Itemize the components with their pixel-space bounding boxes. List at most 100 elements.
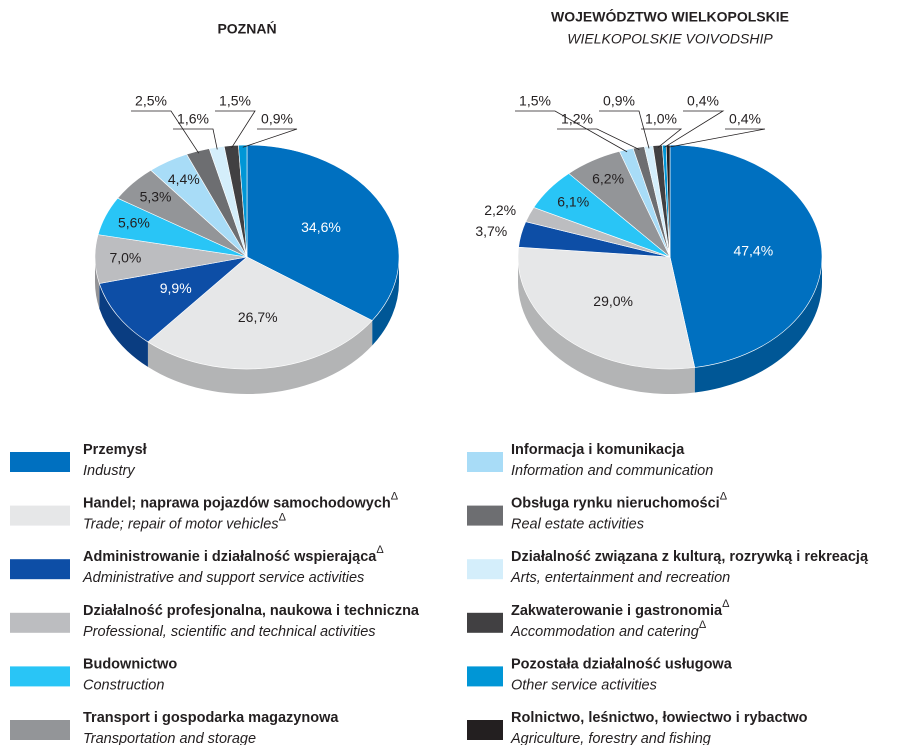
legend-text: Real estate activities xyxy=(511,516,644,532)
legend-text: Pozostała działalność usługowa xyxy=(511,656,733,672)
slice xyxy=(98,256,249,343)
legend-text: Administrowanie i działalność wspierając… xyxy=(83,549,377,565)
value-label: 0,4% xyxy=(687,93,719,109)
legend-swatch xyxy=(10,559,70,580)
chart-title: POZNAŃ xyxy=(217,21,276,37)
value-label: 0,4% xyxy=(729,111,761,127)
legend-text: Informacja i komunikacja xyxy=(511,442,685,458)
legend-swatch xyxy=(467,666,503,687)
legend-text: Agriculture, forestry and fishing xyxy=(510,731,711,745)
legend-text: Trade; repair of motor vehicles xyxy=(83,516,279,532)
leader-line xyxy=(131,110,200,154)
legend-label: Accommodation and cateringΔ xyxy=(510,619,707,640)
value-label: 1,5% xyxy=(219,93,251,109)
value-label: 6,1% xyxy=(557,193,589,209)
legend-swatch xyxy=(10,720,70,740)
slice-side xyxy=(372,257,399,346)
legend-text: Obsługa rynku nieruchomości xyxy=(511,495,720,511)
legend-swatch xyxy=(467,559,503,580)
value-label: 1,0% xyxy=(645,111,677,127)
legend-note-mark: Δ xyxy=(699,619,707,631)
legend-label: Arts, entertainment and recreation xyxy=(510,570,730,586)
legend-text: Transport i gospodarka magazynowa xyxy=(83,710,339,726)
legend-text: Professional, scientific and technical a… xyxy=(83,624,376,640)
leader-line xyxy=(215,110,256,149)
leader-line xyxy=(173,128,218,150)
legend-text: Zakwaterowanie i gastronomia xyxy=(511,603,723,619)
slice-side xyxy=(694,257,822,393)
legend-label: Administrowanie i działalność wspierając… xyxy=(83,544,384,565)
legend-label: Administrative and support service activ… xyxy=(82,570,364,586)
legend-text: Information and communication xyxy=(511,463,713,479)
legend-label: Agriculture, forestry and fishing xyxy=(510,731,711,745)
leader-line xyxy=(242,128,298,148)
legend-note-mark: Δ xyxy=(720,491,728,503)
slice xyxy=(246,144,400,321)
legend-label: Rolnictwo, leśnictwo, łowiectwo i rybact… xyxy=(511,710,808,726)
chart-title: WOJEWÓDZTWO WIELKOPOLSKIE xyxy=(551,8,789,25)
legend-label: Real estate activities xyxy=(511,516,644,532)
value-label: 1,2% xyxy=(561,111,593,127)
legend-label: Obsługa rynku nieruchomościΔ xyxy=(511,491,728,512)
legend-note-mark: Δ xyxy=(376,544,384,556)
leader-line xyxy=(641,128,683,148)
value-label: 7,0% xyxy=(109,249,141,265)
value-label: 6,2% xyxy=(592,171,624,187)
legend-label: Informacja i komunikacja xyxy=(511,442,685,458)
value-label: 26,7% xyxy=(238,309,278,325)
leader-line xyxy=(664,110,725,148)
value-label: 1,5% xyxy=(519,93,551,109)
legend-text: Arts, entertainment and recreation xyxy=(510,570,730,586)
legend-swatch xyxy=(10,452,70,472)
legend-note-mark: Δ xyxy=(722,598,730,610)
slice xyxy=(238,144,248,258)
leader-line xyxy=(515,110,628,153)
legend-text: Administrative and support service activ… xyxy=(82,570,364,586)
chart-subtitle: WIELKOPOLSKIE VOIVODSHIP xyxy=(567,31,773,47)
legend-label: Construction xyxy=(83,677,164,693)
slice-side xyxy=(518,257,695,394)
value-label: 9,9% xyxy=(160,280,192,296)
legend-text: Rolnictwo, leśnictwo, łowiectwo i rybact… xyxy=(511,710,808,726)
value-label: 47,4% xyxy=(733,243,773,259)
legend-note-mark: Δ xyxy=(279,512,287,524)
legend-text: Działalność profesjonalna, naukowa i tec… xyxy=(83,603,420,619)
leader-line xyxy=(668,128,766,148)
slice xyxy=(669,144,823,368)
legend-swatch xyxy=(467,612,503,633)
legend-text: Accommodation and catering xyxy=(510,624,699,640)
value-label: 34,6% xyxy=(301,219,341,235)
value-label: 5,3% xyxy=(140,189,172,205)
legend-label: Przemysł xyxy=(83,442,147,458)
legend-label: Zakwaterowanie i gastronomiaΔ xyxy=(511,598,730,619)
leader-line xyxy=(557,128,640,150)
legend-text: Działalność związana z kulturą, rozrywką… xyxy=(511,549,869,565)
legend-swatch xyxy=(467,720,503,740)
leader-line xyxy=(599,110,650,149)
legend-text: Other service activities xyxy=(511,677,657,693)
legend-note-mark: Δ xyxy=(391,491,399,503)
legend-swatch xyxy=(10,612,70,633)
legend-label: Budownictwo xyxy=(83,656,177,672)
slice xyxy=(147,256,373,370)
legend-text: Przemysł xyxy=(83,442,147,458)
legend-text: Industry xyxy=(83,463,135,479)
legend-label: Other service activities xyxy=(511,677,657,693)
value-label: 4,4% xyxy=(168,171,200,187)
legend-text: Budownictwo xyxy=(83,656,177,672)
legend-label: Działalność profesjonalna, naukowa i tec… xyxy=(83,603,420,619)
value-label: 2,5% xyxy=(135,93,167,109)
legend-swatch xyxy=(467,452,503,472)
legend-text: Transportation and storage xyxy=(83,731,256,745)
legend-label: Transport i gospodarka magazynowa xyxy=(83,710,339,726)
value-label: 3,7% xyxy=(475,223,507,239)
slice-side xyxy=(147,320,373,394)
legend-label: Information and communication xyxy=(511,463,713,479)
legend-text: Construction xyxy=(83,677,164,693)
legend-swatch xyxy=(10,505,70,526)
value-label: 0,9% xyxy=(603,93,635,109)
legend-swatch xyxy=(10,666,70,687)
slice-side xyxy=(95,257,100,309)
legend-label: Transportation and storage xyxy=(83,731,256,745)
